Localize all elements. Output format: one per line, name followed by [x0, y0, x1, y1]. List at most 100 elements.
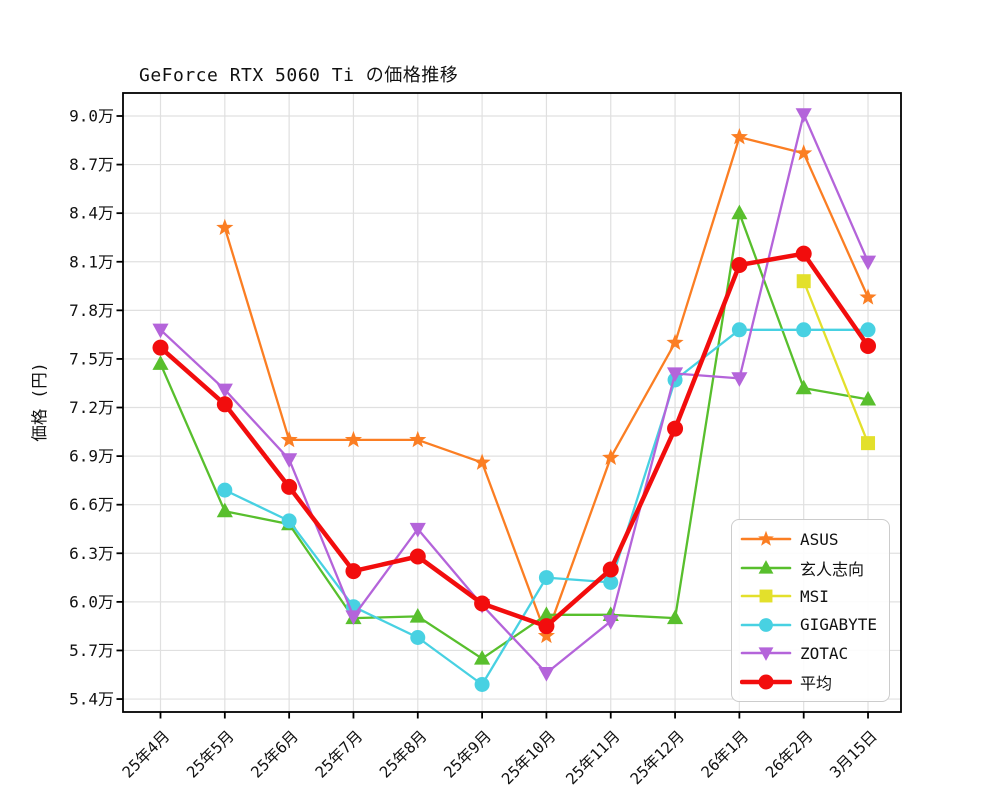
chart-title: GeForce RTX 5060 Ti の価格推移 [139, 65, 459, 86]
y-tick-label: 7.2万 [69, 398, 114, 417]
data-point-ZOTAC [602, 615, 619, 630]
data-point-平均 [474, 595, 491, 612]
data-point-平均 [345, 563, 362, 580]
data-point-玄人志向 [409, 607, 426, 623]
legend-swatch-平均 [740, 674, 792, 690]
data-point-平均 [602, 561, 619, 578]
data-point-平均 [538, 618, 555, 635]
x-tick-label: 25年10月 [498, 727, 559, 788]
data-point-玄人志向 [152, 355, 169, 370]
legend-swatch-GIGABYTE [740, 617, 792, 632]
data-point-ASUS [473, 453, 491, 470]
data-point-玄人志向 [216, 502, 233, 518]
data-point-平均 [667, 420, 684, 437]
data-point-MSI [861, 436, 876, 451]
y-tick-label: 8.7万 [69, 155, 114, 174]
data-point-ZOTAC [216, 383, 233, 399]
data-point-ZOTAC [666, 367, 684, 383]
y-tick-label: 6.0万 [69, 592, 114, 611]
legend: ASUS 玄人志向 MSI GIGABYTE ZOTAC 平均 [731, 519, 890, 702]
data-point-平均 [216, 396, 233, 413]
x-tick-label: 25年5月 [183, 727, 237, 781]
legend-swatch-ZOTAC [740, 647, 792, 662]
data-point-玄人志向 [859, 390, 877, 406]
data-point-ZOTAC [345, 610, 362, 625]
legend-swatch-玄人志向 [740, 559, 792, 574]
data-point-GIGABYTE [796, 322, 812, 338]
legend-circle-icon [759, 617, 773, 632]
legend-label: GIGABYTE [800, 615, 878, 635]
x-tick-label: 3月15日 [826, 727, 880, 781]
legend-label: 玄人志向 [800, 559, 865, 579]
legend-label: 平均 [800, 673, 833, 693]
y-tick-label: 7.8万 [69, 301, 114, 320]
data-point-ZOTAC [859, 255, 877, 271]
data-point-ASUS [666, 333, 684, 351]
legend-triangle-down-icon [758, 647, 774, 662]
data-point-ZOTAC [281, 453, 298, 468]
y-tick-label: 8.1万 [69, 252, 114, 271]
series-line-平均 [158, 251, 871, 629]
y-tick-label: 9.0万 [69, 106, 114, 125]
data-point-GIGABYTE [217, 482, 233, 498]
data-point-GIGABYTE [860, 322, 876, 338]
data-point-GIGABYTE [731, 322, 747, 338]
data-point-ASUS [602, 448, 620, 466]
legend-item-MSI: MSI [740, 582, 889, 610]
y-tick-label: 6.9万 [69, 447, 114, 466]
series-line-玄人志向 [159, 212, 870, 660]
data-point-GIGABYTE [474, 676, 490, 692]
data-point-ASUS [795, 144, 813, 161]
axes-border [122, 92, 902, 713]
x-tick-label: 25年9月 [440, 727, 494, 781]
y-tick-label: 6.6万 [69, 495, 114, 514]
data-point-GIGABYTE [410, 629, 426, 645]
data-point-ASUS [409, 430, 427, 448]
legend-item-玄人志向: 玄人志向 [740, 554, 889, 582]
x-tick-label: 25年12月 [627, 727, 688, 788]
data-point-平均 [409, 548, 426, 565]
data-point-ASUS [280, 430, 298, 448]
data-point-GIGABYTE [281, 513, 297, 529]
x-tick-label: 25年7月 [312, 727, 366, 781]
x-tick-label: 25年8月 [376, 727, 430, 781]
data-point-ASUS [859, 288, 877, 305]
legend-square-icon [759, 589, 773, 603]
x-tick-label: 26年1月 [698, 727, 752, 781]
y-tick-label: 7.5万 [69, 349, 114, 368]
data-point-平均 [281, 478, 298, 495]
series-line-ZOTAC [159, 113, 870, 675]
legend-item-ASUS: ASUS [740, 525, 889, 553]
x-tick-label: 25年4月 [119, 727, 173, 781]
data-point-玄人志向 [538, 606, 555, 621]
series-line-MSI [802, 280, 870, 445]
y-tick-label: 6.3万 [69, 544, 114, 563]
legend-star-icon [758, 530, 774, 546]
data-point-平均 [795, 245, 812, 262]
data-point-ZOTAC [795, 108, 812, 123]
data-point-玄人志向 [474, 650, 491, 665]
x-tick-label: 25年11月 [563, 727, 624, 788]
legend-item-GIGABYTE: GIGABYTE [740, 611, 889, 639]
x-tick-label: 26年2月 [762, 727, 816, 781]
legend-swatch-MSI [740, 589, 792, 603]
legend-triangle-up-icon [758, 559, 774, 574]
y-tick-label: 5.4万 [69, 690, 114, 709]
data-point-玄人志向 [731, 204, 748, 220]
data-point-GIGABYTE [538, 570, 554, 586]
data-point-ASUS [730, 128, 748, 145]
data-point-平均 [860, 337, 877, 354]
data-point-ZOTAC [409, 522, 426, 538]
data-point-ASUS [537, 626, 555, 644]
data-point-ZOTAC [538, 667, 555, 682]
data-point-ZOTAC [152, 323, 169, 339]
data-point-玄人志向 [666, 609, 684, 625]
legend-swatch-ASUS [740, 530, 792, 546]
data-point-玄人志向 [795, 379, 812, 395]
y-tick-label: 8.4万 [69, 204, 114, 223]
legend-label: ZOTAC [800, 643, 849, 663]
data-point-ASUS [216, 218, 234, 236]
data-point-MSI [796, 274, 811, 289]
legend-label: ASUS [800, 529, 839, 549]
